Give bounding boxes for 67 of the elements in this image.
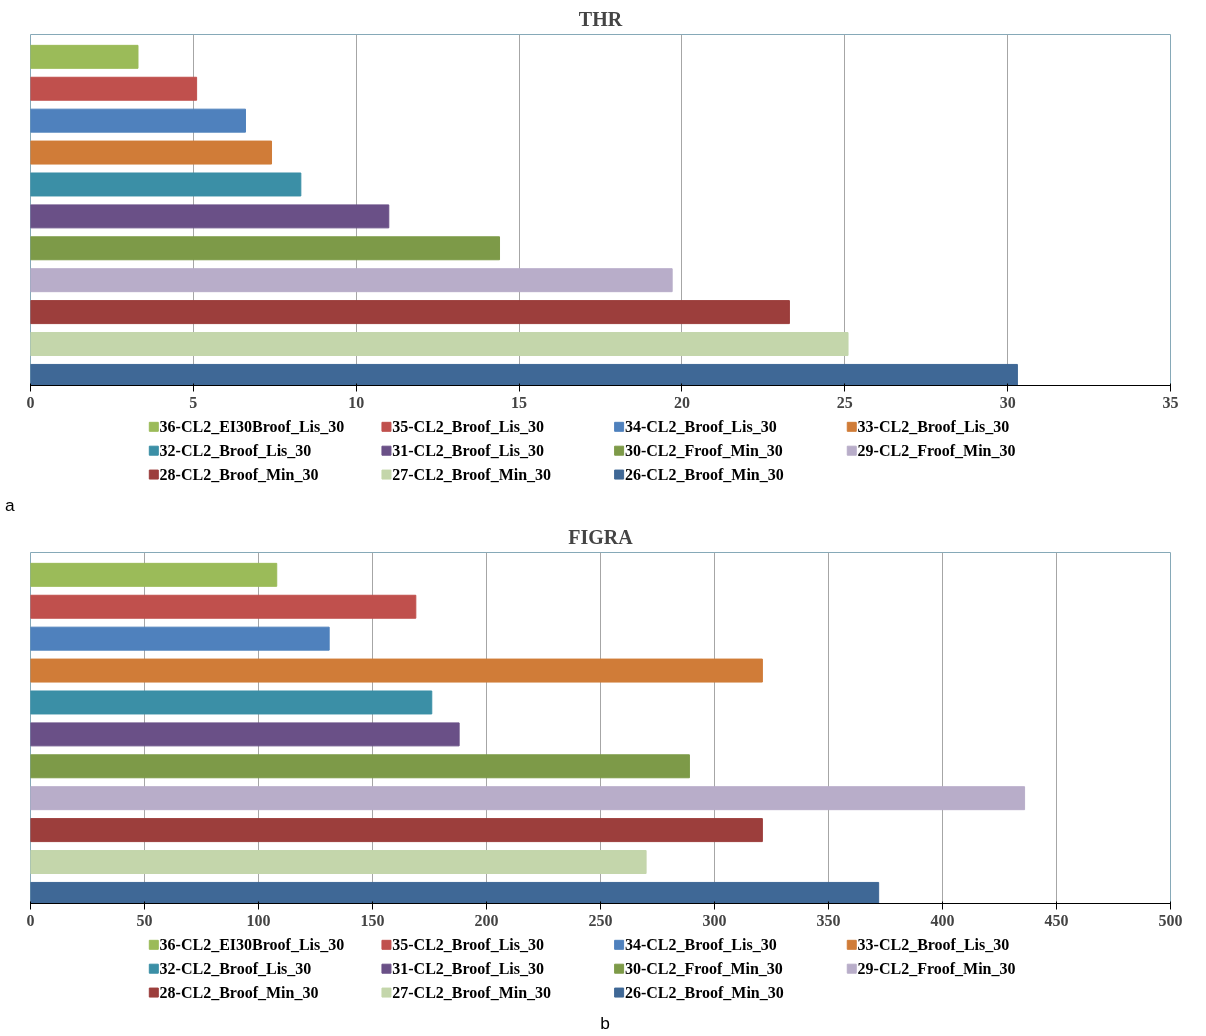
text: a: [5, 494, 15, 517]
bar: [30, 172, 302, 197]
x-tick-label: 35: [1162, 393, 1179, 411]
x-tick-label: 5: [189, 393, 198, 411]
bar: [30, 690, 433, 715]
legend-label: 31-CL2_Broof_Lis_30: [392, 960, 544, 978]
text: b: [600, 1012, 610, 1035]
x-tick-label: 20: [673, 393, 690, 411]
bar: [30, 881, 880, 904]
legend-label: 30-CL2_Froof_Min_30: [624, 442, 783, 460]
x-tick-label: 200: [474, 911, 499, 929]
legend-label: 26-CL2_Broof_Min_30: [624, 984, 784, 1002]
bar: [30, 268, 673, 293]
legend-label: 34-CL2_Broof_Lis_30: [624, 936, 777, 954]
x-tick-label: 30: [999, 393, 1016, 411]
x-tick-label: 450: [1044, 911, 1069, 929]
legend-label: 36-CL2_EI30Broof_Lis_30: [159, 936, 345, 954]
x-tick-label: 25: [836, 393, 853, 411]
bar: [30, 44, 139, 69]
bar: [30, 76, 198, 101]
bar: [30, 658, 763, 683]
x-tick-label: 0: [26, 911, 35, 929]
legend-label: 34-CL2_Broof_Lis_30: [624, 418, 777, 436]
x-tick-label: 50: [136, 911, 153, 929]
x-tick-label: 0: [26, 393, 35, 411]
x-tick-label: 250: [588, 911, 613, 929]
chart-title: THR: [578, 7, 623, 30]
bar: [30, 850, 647, 875]
legend-label: 32-CL2_Broof_Lis_30: [159, 442, 312, 460]
x-tick-label: 10: [348, 393, 365, 411]
bar: [30, 722, 460, 747]
bar: [30, 140, 273, 165]
bar: [30, 204, 390, 229]
bar: [30, 363, 1018, 386]
legend-label: 27-CL2_Broof_Min_30: [392, 984, 552, 1002]
bar: [30, 562, 278, 587]
legend-label: 29-CL2_Froof_Min_30: [857, 442, 1016, 460]
x-tick-label: 150: [360, 911, 385, 929]
x-tick-label: 15: [511, 393, 528, 411]
x-tick-label: 100: [246, 911, 271, 929]
legend-label: 29-CL2_Froof_Min_30: [857, 960, 1016, 978]
chart-title: FIGRA: [568, 525, 634, 548]
bar: [30, 754, 690, 779]
bar: [30, 786, 1026, 811]
bar: [30, 236, 501, 261]
legend-label: 35-CL2_Broof_Lis_30: [392, 418, 544, 436]
legend-label: 26-CL2_Broof_Min_30: [624, 466, 784, 484]
legend-label: 28-CL2_Broof_Min_30: [159, 984, 319, 1002]
legend-label: 31-CL2_Broof_Lis_30: [392, 442, 544, 460]
legend-label: 36-CL2_EI30Broof_Lis_30: [159, 418, 345, 436]
bar: [30, 626, 330, 651]
bar: [30, 818, 763, 843]
legend-label: 32-CL2_Broof_Lis_30: [159, 960, 312, 978]
bar: [30, 332, 849, 357]
legend-label: 27-CL2_Broof_Min_30: [392, 466, 552, 484]
x-tick-label: 300: [702, 911, 727, 929]
legend-label: 33-CL2_Broof_Lis_30: [857, 936, 1010, 954]
bar: [30, 108, 246, 133]
legend-label: 33-CL2_Broof_Lis_30: [857, 418, 1010, 436]
legend-label: 28-CL2_Broof_Min_30: [159, 466, 319, 484]
x-tick-label: 500: [1158, 911, 1183, 929]
x-tick-label: 400: [930, 911, 955, 929]
bar: [30, 300, 790, 325]
legend-label: 35-CL2_Broof_Lis_30: [392, 936, 544, 954]
x-tick-label: 350: [816, 911, 841, 929]
bar: [30, 594, 417, 619]
legend-label: 30-CL2_Froof_Min_30: [624, 960, 783, 978]
